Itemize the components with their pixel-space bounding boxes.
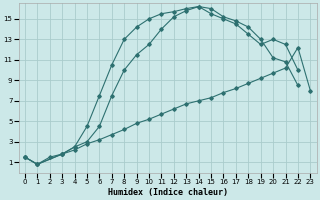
X-axis label: Humidex (Indice chaleur): Humidex (Indice chaleur) — [108, 188, 228, 197]
